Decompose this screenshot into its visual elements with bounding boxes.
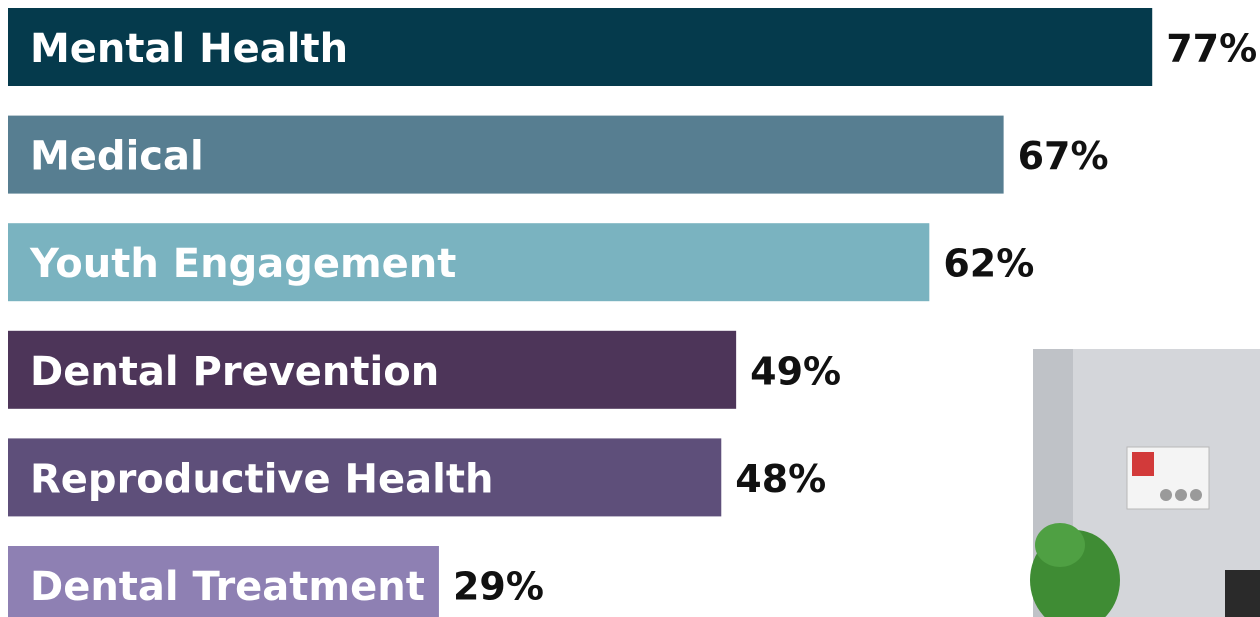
category-label: Reproductive Health (30, 456, 493, 502)
chart: Mental Health 77% Medical 67% Youth Engageme… (0, 0, 1260, 617)
value-label: 77% (1166, 27, 1257, 71)
photo-object (1225, 570, 1260, 617)
page: {"chart_data": {"type": "bar", "categori… (0, 0, 1260, 617)
value-label: 29% (453, 565, 544, 609)
value-label: 67% (1018, 134, 1109, 178)
photo-plush-head (1035, 523, 1085, 567)
category-label: Youth Engagement (29, 241, 456, 287)
value-label: 62% (943, 242, 1034, 286)
value-label: 49% (750, 349, 841, 393)
photo-sign-icon (1160, 489, 1172, 501)
category-label: Medical (30, 134, 204, 180)
photo-sign-mark (1132, 452, 1154, 476)
category-label: Mental Health (30, 26, 348, 72)
category-label: Dental Treatment (30, 564, 425, 610)
photo-sign-icon (1175, 489, 1187, 501)
value-label: 48% (735, 457, 826, 501)
photo-sign-icon (1190, 489, 1202, 501)
category-label: Dental Prevention (30, 349, 439, 395)
photo (1030, 349, 1260, 617)
